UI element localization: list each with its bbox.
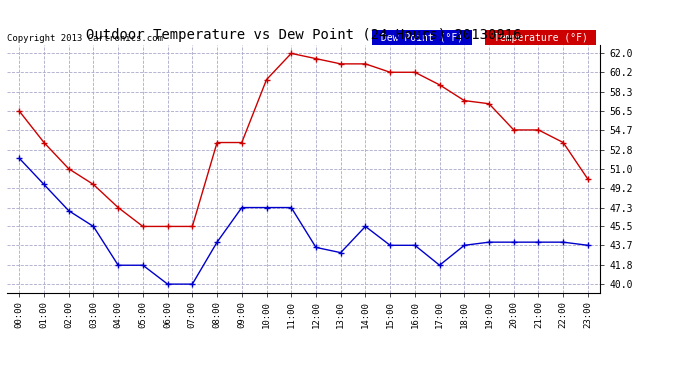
Text: Dew Point (°F): Dew Point (°F) — [375, 33, 469, 42]
Title: Outdoor Temperature vs Dew Point (24 Hours) 20130916: Outdoor Temperature vs Dew Point (24 Hou… — [86, 28, 522, 42]
Text: Temperature (°F): Temperature (°F) — [488, 33, 593, 42]
Text: Copyright 2013 Cartronics.com: Copyright 2013 Cartronics.com — [7, 33, 163, 42]
